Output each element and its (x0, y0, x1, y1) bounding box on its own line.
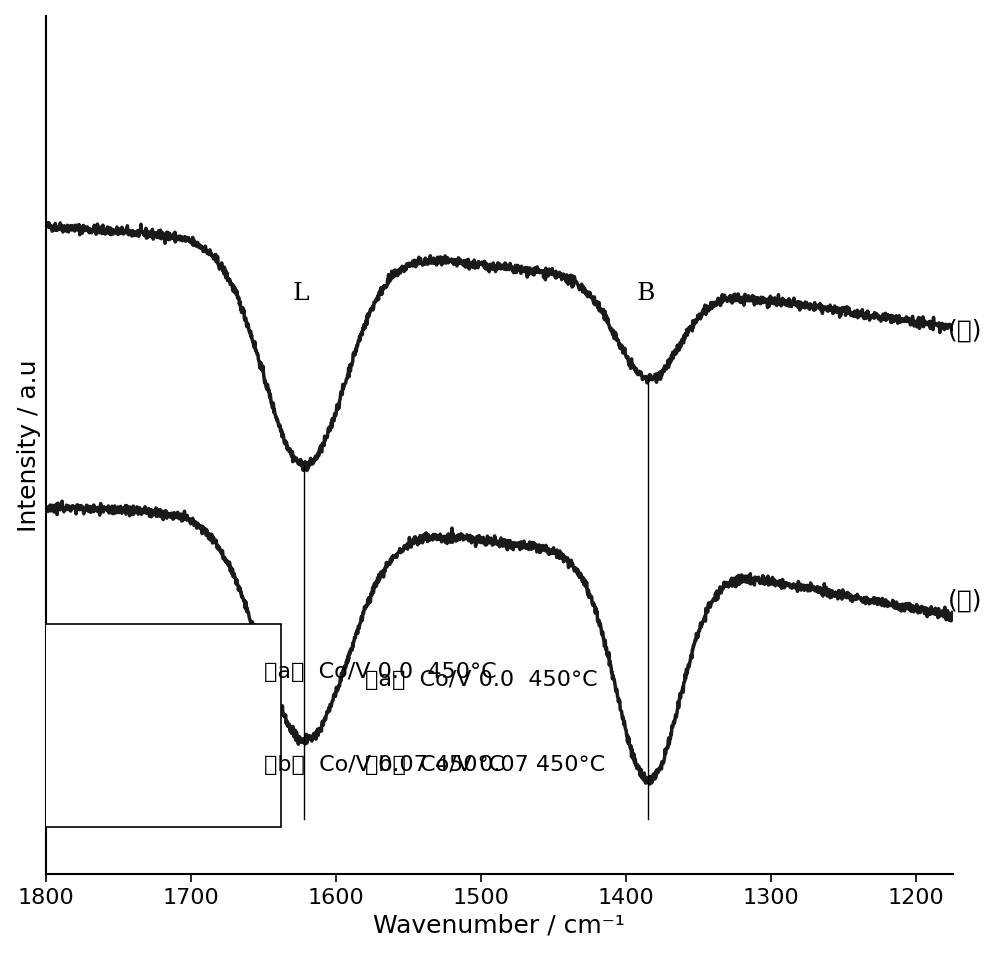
Text: B: B (636, 282, 655, 305)
Text: （b）  Co/V 0.07 450°C: （b） Co/V 0.07 450°C (264, 755, 504, 775)
Y-axis label: Intensity / a.u: Intensity / a.u (17, 359, 41, 532)
Text: （a）  Co/V 0.0  450°C: （a） Co/V 0.0 450°C (264, 661, 496, 681)
Text: (ｂ): (ｂ) (948, 588, 983, 612)
Text: L: L (293, 282, 309, 305)
Text: （b）  Co/V 0.07 450°C: （b） Co/V 0.07 450°C (365, 755, 605, 775)
X-axis label: Wavenumber / cm⁻¹: Wavenumber / cm⁻¹ (373, 912, 625, 937)
Text: （a）  Co/V 0.0  450°C: （a） Co/V 0.0 450°C (365, 669, 598, 689)
Bar (0, 624, 281, 827)
Text: (ａ): (ａ) (948, 318, 983, 342)
